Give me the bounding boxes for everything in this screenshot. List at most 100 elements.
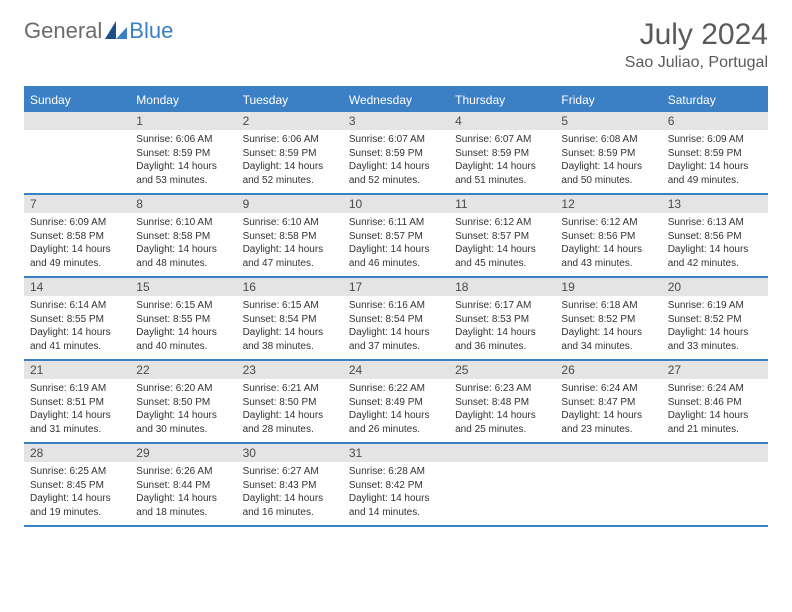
logo: General Blue bbox=[24, 18, 173, 44]
daylight-line: Daylight: 14 hours bbox=[30, 326, 124, 340]
sunset-line: Sunset: 8:59 PM bbox=[349, 147, 443, 161]
header: General Blue July 2024 Sao Juliao, Portu… bbox=[24, 18, 768, 72]
day-content: Sunrise: 6:24 AMSunset: 8:47 PMDaylight:… bbox=[555, 379, 661, 442]
sunrise-line: Sunrise: 6:24 AM bbox=[668, 382, 762, 396]
sunrise-line: Sunrise: 6:12 AM bbox=[455, 216, 549, 230]
daylight-line: Daylight: 14 hours bbox=[136, 326, 230, 340]
sunset-line: Sunset: 8:59 PM bbox=[136, 147, 230, 161]
day-number: 11 bbox=[449, 195, 555, 213]
daylight-line: and 53 minutes. bbox=[136, 174, 230, 188]
day-cell: 3Sunrise: 6:07 AMSunset: 8:59 PMDaylight… bbox=[343, 112, 449, 193]
day-content bbox=[555, 462, 661, 471]
day-content: Sunrise: 6:15 AMSunset: 8:54 PMDaylight:… bbox=[237, 296, 343, 359]
day-content: Sunrise: 6:09 AMSunset: 8:58 PMDaylight:… bbox=[24, 213, 130, 276]
day-content: Sunrise: 6:19 AMSunset: 8:52 PMDaylight:… bbox=[662, 296, 768, 359]
sunset-line: Sunset: 8:42 PM bbox=[349, 479, 443, 493]
day-number: 4 bbox=[449, 112, 555, 130]
daylight-line: Daylight: 14 hours bbox=[561, 160, 655, 174]
sunrise-line: Sunrise: 6:13 AM bbox=[668, 216, 762, 230]
daylight-line: and 43 minutes. bbox=[561, 257, 655, 271]
week-row: 1Sunrise: 6:06 AMSunset: 8:59 PMDaylight… bbox=[24, 112, 768, 195]
day-cell: 11Sunrise: 6:12 AMSunset: 8:57 PMDayligh… bbox=[449, 195, 555, 276]
weekday-header: Tuesday bbox=[237, 88, 343, 112]
day-cell: 26Sunrise: 6:24 AMSunset: 8:47 PMDayligh… bbox=[555, 361, 661, 442]
daylight-line: and 18 minutes. bbox=[136, 506, 230, 520]
day-content: Sunrise: 6:20 AMSunset: 8:50 PMDaylight:… bbox=[130, 379, 236, 442]
sunrise-line: Sunrise: 6:07 AM bbox=[349, 133, 443, 147]
daylight-line: Daylight: 14 hours bbox=[30, 409, 124, 423]
day-content: Sunrise: 6:24 AMSunset: 8:46 PMDaylight:… bbox=[662, 379, 768, 442]
empty-cell bbox=[24, 112, 130, 193]
daylight-line: and 23 minutes. bbox=[561, 423, 655, 437]
day-cell: 21Sunrise: 6:19 AMSunset: 8:51 PMDayligh… bbox=[24, 361, 130, 442]
day-number: 10 bbox=[343, 195, 449, 213]
sunset-line: Sunset: 8:43 PM bbox=[243, 479, 337, 493]
day-content: Sunrise: 6:08 AMSunset: 8:59 PMDaylight:… bbox=[555, 130, 661, 193]
day-number: 26 bbox=[555, 361, 661, 379]
sunrise-line: Sunrise: 6:06 AM bbox=[243, 133, 337, 147]
daylight-line: Daylight: 14 hours bbox=[136, 243, 230, 257]
day-number bbox=[449, 444, 555, 462]
daylight-line: and 38 minutes. bbox=[243, 340, 337, 354]
sunset-line: Sunset: 8:58 PM bbox=[30, 230, 124, 244]
daylight-line: Daylight: 14 hours bbox=[243, 243, 337, 257]
location-subtitle: Sao Juliao, Portugal bbox=[625, 54, 768, 72]
weekday-header: Wednesday bbox=[343, 88, 449, 112]
daylight-line: Daylight: 14 hours bbox=[136, 160, 230, 174]
sunset-line: Sunset: 8:59 PM bbox=[455, 147, 549, 161]
day-content: Sunrise: 6:21 AMSunset: 8:50 PMDaylight:… bbox=[237, 379, 343, 442]
day-cell: 12Sunrise: 6:12 AMSunset: 8:56 PMDayligh… bbox=[555, 195, 661, 276]
day-number: 6 bbox=[662, 112, 768, 130]
daylight-line: Daylight: 14 hours bbox=[561, 243, 655, 257]
sunset-line: Sunset: 8:50 PM bbox=[136, 396, 230, 410]
day-number: 29 bbox=[130, 444, 236, 462]
daylight-line: and 25 minutes. bbox=[455, 423, 549, 437]
sunrise-line: Sunrise: 6:06 AM bbox=[136, 133, 230, 147]
day-cell: 22Sunrise: 6:20 AMSunset: 8:50 PMDayligh… bbox=[130, 361, 236, 442]
weekday-header-row: SundayMondayTuesdayWednesdayThursdayFrid… bbox=[24, 88, 768, 112]
day-content: Sunrise: 6:06 AMSunset: 8:59 PMDaylight:… bbox=[237, 130, 343, 193]
sunrise-line: Sunrise: 6:08 AM bbox=[561, 133, 655, 147]
daylight-line: Daylight: 14 hours bbox=[30, 492, 124, 506]
sunset-line: Sunset: 8:57 PM bbox=[349, 230, 443, 244]
sunrise-line: Sunrise: 6:15 AM bbox=[243, 299, 337, 313]
daylight-line: and 21 minutes. bbox=[668, 423, 762, 437]
sunset-line: Sunset: 8:46 PM bbox=[668, 396, 762, 410]
daylight-line: Daylight: 14 hours bbox=[349, 492, 443, 506]
day-cell: 29Sunrise: 6:26 AMSunset: 8:44 PMDayligh… bbox=[130, 444, 236, 525]
day-number: 13 bbox=[662, 195, 768, 213]
daylight-line: and 49 minutes. bbox=[30, 257, 124, 271]
daylight-line: Daylight: 14 hours bbox=[561, 326, 655, 340]
daylight-line: Daylight: 14 hours bbox=[243, 492, 337, 506]
day-number: 17 bbox=[343, 278, 449, 296]
day-cell: 25Sunrise: 6:23 AMSunset: 8:48 PMDayligh… bbox=[449, 361, 555, 442]
sunrise-line: Sunrise: 6:28 AM bbox=[349, 465, 443, 479]
sunrise-line: Sunrise: 6:09 AM bbox=[30, 216, 124, 230]
day-number: 7 bbox=[24, 195, 130, 213]
daylight-line: and 37 minutes. bbox=[349, 340, 443, 354]
daylight-line: and 19 minutes. bbox=[30, 506, 124, 520]
day-number: 30 bbox=[237, 444, 343, 462]
daylight-line: Daylight: 14 hours bbox=[136, 409, 230, 423]
daylight-line: Daylight: 14 hours bbox=[349, 160, 443, 174]
sunrise-line: Sunrise: 6:16 AM bbox=[349, 299, 443, 313]
sunrise-line: Sunrise: 6:19 AM bbox=[30, 382, 124, 396]
day-number: 31 bbox=[343, 444, 449, 462]
sunset-line: Sunset: 8:59 PM bbox=[668, 147, 762, 161]
daylight-line: Daylight: 14 hours bbox=[668, 243, 762, 257]
day-number: 20 bbox=[662, 278, 768, 296]
sunrise-line: Sunrise: 6:20 AM bbox=[136, 382, 230, 396]
sunset-line: Sunset: 8:52 PM bbox=[668, 313, 762, 327]
day-number: 12 bbox=[555, 195, 661, 213]
logo-text-blue: Blue bbox=[129, 18, 173, 44]
daylight-line: Daylight: 14 hours bbox=[349, 409, 443, 423]
day-cell: 20Sunrise: 6:19 AMSunset: 8:52 PMDayligh… bbox=[662, 278, 768, 359]
sunset-line: Sunset: 8:51 PM bbox=[30, 396, 124, 410]
day-cell: 23Sunrise: 6:21 AMSunset: 8:50 PMDayligh… bbox=[237, 361, 343, 442]
daylight-line: and 28 minutes. bbox=[243, 423, 337, 437]
day-cell: 18Sunrise: 6:17 AMSunset: 8:53 PMDayligh… bbox=[449, 278, 555, 359]
daylight-line: Daylight: 14 hours bbox=[349, 326, 443, 340]
weekday-header: Monday bbox=[130, 88, 236, 112]
day-content: Sunrise: 6:13 AMSunset: 8:56 PMDaylight:… bbox=[662, 213, 768, 276]
day-content: Sunrise: 6:18 AMSunset: 8:52 PMDaylight:… bbox=[555, 296, 661, 359]
